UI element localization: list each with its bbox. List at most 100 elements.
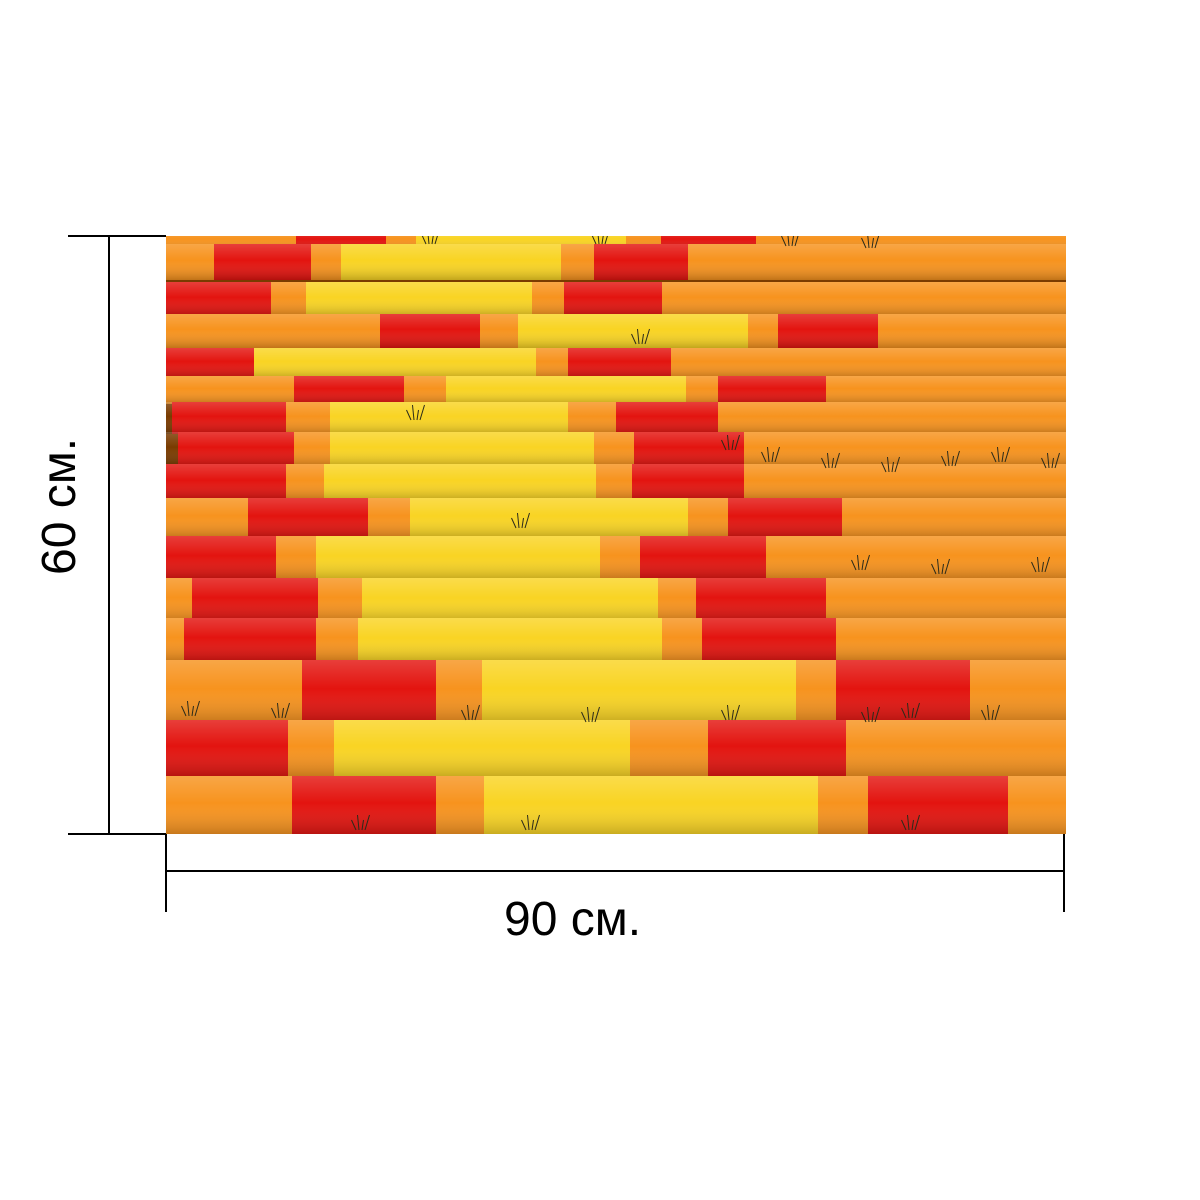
grass-blade [471, 709, 474, 721]
grass-blade [867, 236, 870, 249]
pole-shading [166, 348, 1066, 378]
pole-shading [166, 402, 1066, 434]
grass-blade [527, 814, 530, 831]
grass-blade [941, 563, 944, 575]
pole-shading [166, 776, 1066, 834]
grass-blade [851, 559, 857, 571]
grass-blade [981, 709, 987, 721]
grass-blade [1044, 556, 1050, 573]
grass-blade [284, 702, 290, 719]
grass-blade [987, 704, 990, 721]
grass-blade [534, 814, 540, 831]
grass-blade [644, 328, 650, 345]
grass-blade [517, 512, 520, 529]
grass-blade [721, 439, 727, 451]
pole-shading [166, 536, 1066, 580]
grass-blade [914, 702, 920, 719]
grass-blade [867, 706, 870, 723]
grass-blade [937, 558, 940, 575]
pole-shading [166, 376, 1066, 404]
grass-blade [474, 704, 480, 721]
grass-blade [1041, 457, 1047, 469]
height-dimension-line [108, 236, 110, 834]
grass-blade [1047, 452, 1050, 469]
grass-blade [861, 711, 867, 723]
grass-blade [1004, 446, 1010, 463]
grass-blade [1037, 556, 1040, 573]
pole-shading [166, 282, 1066, 316]
grass-blade [524, 512, 530, 529]
grass-blade [834, 452, 840, 469]
grass-blade [861, 559, 864, 571]
grass-blade [641, 333, 644, 345]
grass-blade [864, 554, 870, 571]
grass-blade [521, 819, 527, 831]
grass-blade [731, 439, 734, 451]
grass-blade [357, 814, 360, 831]
grass-blade [991, 451, 997, 463]
grass-blade [731, 709, 734, 721]
grass-blade [1041, 561, 1044, 573]
grass-blade [1054, 452, 1060, 469]
grass-blade [821, 457, 827, 469]
grass-blade [901, 819, 907, 831]
grass-blade [911, 707, 914, 719]
grass-blade [1031, 561, 1037, 573]
grass-blade [637, 328, 640, 345]
grass-blade [914, 814, 920, 831]
grass-blade [857, 554, 860, 571]
grass-blade [951, 455, 954, 467]
grass-blade [587, 706, 590, 723]
grass-blade [781, 236, 787, 247]
pole-shading [166, 464, 1066, 500]
grass-blade [771, 451, 774, 463]
grass-blade [461, 709, 467, 721]
grass-blade [901, 707, 907, 719]
height-dimension-top-tick [68, 235, 166, 237]
grass-blade [907, 702, 910, 719]
pole-shading [166, 498, 1066, 538]
height-dimension-bottom-tick [68, 833, 166, 835]
grass-blade [827, 452, 830, 469]
grass-blade [734, 434, 740, 451]
grass-blade [406, 409, 412, 421]
grass-blade [597, 236, 600, 245]
grass-blade [361, 819, 364, 831]
grass-blade [281, 707, 284, 719]
pole-shading [166, 618, 1066, 662]
grass-blade [601, 236, 604, 245]
grass-blade [727, 704, 730, 721]
grass-blade [727, 434, 730, 451]
grass-blade [997, 446, 1000, 463]
height-label: 60 см. [33, 437, 86, 575]
pole-shading [166, 660, 1066, 724]
grass-blade [594, 706, 600, 723]
grass-blade [604, 236, 608, 245]
grass-blade [434, 236, 438, 245]
grass-blade [944, 558, 950, 575]
grass-blade [467, 704, 470, 721]
grass-blade [734, 704, 740, 721]
grass-blade [887, 456, 890, 473]
grass-blade [761, 451, 767, 463]
grass-blade [881, 461, 887, 473]
grass-blade [767, 446, 770, 463]
pole-shading [166, 314, 1066, 348]
grass-blade [874, 236, 880, 249]
pole-shading [166, 244, 1066, 280]
grass-blade [521, 517, 524, 529]
width-dimension-line [166, 870, 1064, 872]
width-label: 90 см. [504, 893, 642, 946]
grass-blade [791, 236, 794, 247]
width-dimension-left-tick [165, 834, 167, 912]
grass-blade [591, 711, 594, 723]
grass-blade [631, 333, 637, 345]
pole-shading [166, 720, 1066, 778]
grass-blade [894, 456, 900, 473]
grass-blade [531, 819, 534, 831]
pole-shading [166, 432, 1066, 466]
grass-blade [721, 709, 727, 721]
grass-blade [954, 450, 960, 467]
grass-blade [271, 707, 277, 719]
width-dimension-right-tick [1063, 834, 1065, 912]
